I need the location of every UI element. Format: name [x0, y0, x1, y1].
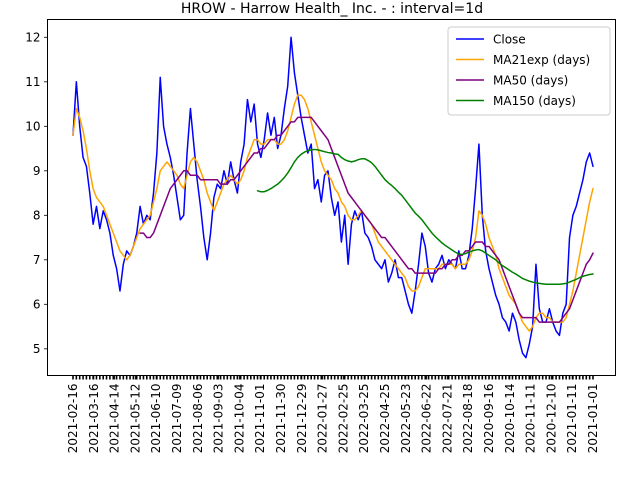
- x-tick-label: 2022-05-23: [399, 384, 413, 454]
- legend-label: MA150 (days): [493, 94, 576, 108]
- legend-label: MA21exp (days): [493, 53, 590, 67]
- x-tick-label: 2022-06-22: [420, 384, 434, 454]
- x-tick-label: 2022-03-25: [357, 384, 371, 454]
- x-tick-label: 2022-02-25: [336, 384, 350, 454]
- x-tick-label: 2022-04-25: [378, 384, 392, 454]
- legend: Close MA21exp (days) MA50 (days) MA150 (day…: [447, 26, 611, 116]
- x-tick-label: 2022-07-21: [440, 384, 454, 454]
- x-tick-label: 2021-06-10: [149, 384, 163, 454]
- x-tick-label: 2021-07-09: [170, 384, 184, 454]
- y-tick-label: 7: [33, 253, 41, 267]
- y-axis: 5 6 7 8 9 10 11 12: [25, 30, 48, 356]
- x-tick-label: 2021-01-11: [565, 384, 579, 454]
- x-tick-label: 2022-01-27: [316, 384, 330, 454]
- legend-label: MA50 (days): [493, 74, 568, 88]
- y-tick-label: 5: [33, 342, 41, 356]
- plot-series: [72, 36, 594, 359]
- x-tick-label: 2020-09-16: [482, 384, 496, 454]
- y-tick-label: 11: [25, 75, 40, 89]
- x-tick-label: 2021-09-03: [212, 384, 226, 454]
- x-tick-label: 2021-03-16: [87, 384, 101, 454]
- x-tick-label: 2021-11-01: [253, 384, 267, 454]
- x-tick-label: 2021-12-29: [295, 384, 309, 454]
- legend-label: Close: [493, 33, 526, 47]
- series-line-1: [72, 36, 594, 359]
- x-tick-label: 2020-11-11: [524, 384, 538, 454]
- x-tick-label: 2021-11-30: [274, 384, 288, 454]
- x-tick-label: 2021-10-04: [232, 384, 246, 454]
- x-tick-label: 2020-10-14: [503, 384, 517, 454]
- y-tick-label: 9: [33, 164, 41, 178]
- x-tick-label: 2021-04-14: [108, 384, 122, 454]
- y-tick-label: 6: [33, 297, 41, 311]
- series-line-4: [256, 148, 594, 286]
- x-tick-label: 2021-02-16: [66, 384, 80, 454]
- series-line-2: [72, 94, 594, 332]
- legend-box: [447, 26, 611, 116]
- x-tick-label: 2021-08-06: [191, 384, 205, 454]
- x-axis: 2021-02-16 2021-03-16 2021-04-14 2021-05-12…: [66, 375, 600, 454]
- y-tick-label: 8: [33, 208, 41, 222]
- series-line-3: [139, 116, 594, 323]
- x-tick-label: 2020-12-10: [544, 384, 558, 454]
- x-tick-label: 2021-05-12: [128, 384, 142, 454]
- y-tick-label: 12: [25, 30, 40, 44]
- x-tick-label: 2021-01-01: [586, 384, 600, 454]
- x-tick-label: 2022-08-18: [461, 384, 475, 454]
- chart-title: HROW - Harrow Health_ Inc. - : interval=…: [181, 1, 483, 17]
- y-tick-label: 10: [25, 119, 40, 133]
